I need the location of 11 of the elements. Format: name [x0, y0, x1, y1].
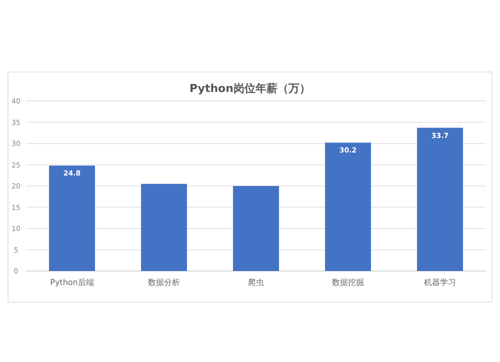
bar — [49, 166, 95, 271]
x-tick-label: 数据挖掘 — [332, 278, 364, 287]
bar — [233, 186, 279, 271]
chart-title: Python岗位年薪（万） — [190, 82, 310, 95]
x-tick-label: Python后端 — [50, 278, 94, 287]
bar — [141, 184, 187, 271]
bar — [417, 128, 463, 271]
x-tick-label: 爬虫 — [248, 278, 264, 287]
bar — [325, 142, 371, 271]
x-tick-label: 机器学习 — [424, 278, 456, 287]
x-tick-label: 数据分析 — [148, 278, 180, 287]
